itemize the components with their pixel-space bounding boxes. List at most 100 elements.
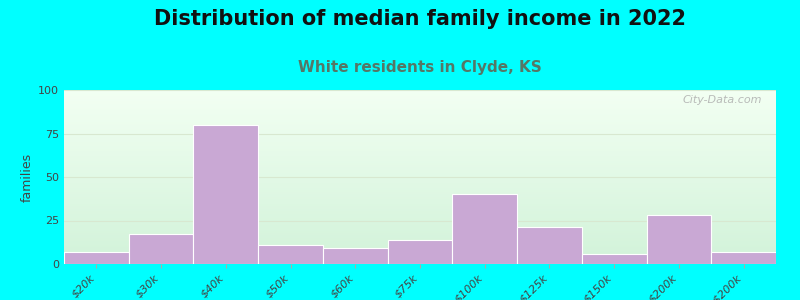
Bar (64, 159, 776, 160)
Bar (64, 109, 776, 110)
Bar (64, 230, 776, 231)
Bar (64, 107, 776, 108)
Bar (64, 184, 776, 185)
Bar (64, 247, 776, 248)
Bar (64, 207, 776, 208)
Bar (64, 155, 776, 156)
Bar (64, 194, 776, 195)
Bar (64, 113, 776, 114)
Bar (64, 229, 776, 230)
Bar (64, 263, 776, 264)
Bar (64, 183, 776, 184)
Bar (64, 145, 776, 146)
Bar (64, 199, 776, 200)
Bar (64, 103, 776, 104)
Bar (129, 234, 194, 264)
Bar (64, 231, 776, 232)
Bar (64, 227, 776, 228)
Text: Distribution of median family income in 2022: Distribution of median family income in … (154, 9, 686, 29)
Bar (64, 122, 776, 123)
Bar (64, 188, 776, 189)
Bar (64, 127, 776, 128)
Bar (64, 209, 776, 210)
Bar (64, 238, 776, 239)
Bar (64, 108, 776, 109)
Bar (64, 130, 776, 131)
Bar (64, 252, 776, 253)
Bar (64, 215, 776, 216)
Bar (64, 125, 776, 126)
Bar (64, 156, 776, 157)
Bar (64, 193, 776, 194)
Bar (517, 227, 582, 264)
Bar (64, 196, 776, 197)
Bar (64, 135, 776, 136)
Bar (64, 137, 776, 138)
Bar (64, 157, 776, 158)
Bar (64, 120, 776, 121)
Bar (64, 168, 776, 169)
Bar (64, 186, 776, 187)
Bar (64, 208, 776, 209)
Bar (64, 115, 776, 116)
Bar (64, 94, 776, 95)
Bar (64, 153, 776, 154)
Bar (64, 216, 776, 217)
Bar (64, 206, 776, 207)
Bar (64, 213, 776, 214)
Bar (64, 173, 776, 174)
Text: City-Data.com: City-Data.com (682, 95, 762, 105)
Bar (64, 211, 776, 212)
Bar (711, 252, 776, 264)
Bar (64, 124, 776, 125)
Bar (64, 105, 776, 106)
Bar (64, 235, 776, 236)
Bar (64, 257, 776, 258)
Bar (64, 204, 776, 205)
Bar (64, 121, 776, 122)
Bar (64, 241, 776, 242)
Bar (64, 223, 776, 224)
Bar (64, 256, 776, 257)
Bar (64, 114, 776, 115)
Bar (64, 123, 776, 124)
Bar (64, 147, 776, 148)
Bar (64, 172, 776, 173)
Bar (64, 167, 776, 168)
Bar (64, 224, 776, 225)
Bar (64, 164, 776, 165)
Bar (64, 134, 776, 135)
Bar (64, 90, 776, 91)
Bar (64, 198, 776, 199)
Bar (64, 102, 776, 103)
Bar (64, 163, 776, 164)
Bar (64, 240, 776, 241)
Bar (64, 151, 776, 152)
Bar (258, 245, 323, 264)
Bar (64, 212, 776, 213)
Bar (64, 220, 776, 221)
Bar (194, 125, 258, 264)
Bar (64, 217, 776, 218)
Bar (64, 172, 776, 173)
Bar (64, 250, 776, 251)
Bar (64, 110, 776, 111)
Bar (64, 165, 776, 166)
Bar (64, 150, 776, 151)
Bar (64, 149, 776, 150)
Bar (64, 185, 776, 186)
Bar (64, 226, 776, 227)
Bar (64, 259, 776, 260)
Bar (64, 174, 776, 175)
Bar (64, 91, 776, 92)
Bar (64, 133, 776, 134)
Bar (64, 101, 776, 102)
Bar (64, 179, 776, 180)
Bar (64, 93, 776, 94)
Bar (64, 129, 776, 130)
Bar (64, 258, 776, 259)
Bar (64, 255, 776, 256)
Bar (64, 116, 776, 117)
Bar (64, 236, 776, 237)
Bar (64, 171, 776, 172)
